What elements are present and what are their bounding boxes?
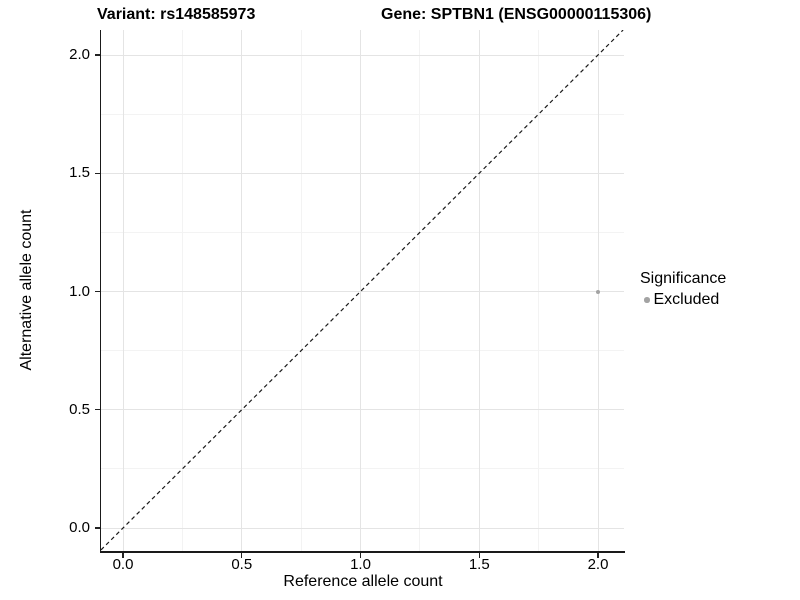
x-axis-line [99, 551, 625, 553]
gridline-minor-y [101, 231, 624, 233]
x-tick-label: 2.0 [587, 556, 609, 573]
y-tick-label: 1.5 [69, 164, 90, 182]
y-tick-mark [95, 527, 100, 529]
identity-line [101, 30, 624, 551]
y-tick-mark [95, 409, 100, 411]
gridline-major-y [101, 54, 624, 56]
y-tick-mark [95, 54, 100, 56]
gridline-minor-y [101, 350, 624, 352]
gridline-major-x [360, 30, 361, 551]
x-tick-label: 0.5 [231, 556, 253, 573]
y-axis-line [99, 30, 102, 553]
x-tick-mark [122, 552, 124, 558]
x-tick-label: 1.5 [468, 556, 490, 573]
plot-panel [101, 30, 624, 551]
legend-item-excluded: Excluded [644, 291, 726, 309]
legend: Significance Excluded [640, 269, 726, 309]
x-tick-mark [241, 552, 243, 558]
gridline-minor-x [419, 30, 421, 551]
gridline-major-x [241, 30, 243, 551]
gridline-minor-x [300, 30, 302, 551]
gridline-major-y [101, 172, 624, 174]
gridline-major-y [101, 527, 624, 529]
x-tick-mark [597, 552, 599, 558]
y-tick-mark [95, 172, 100, 174]
y-axis-title: Alternative allele count [18, 209, 35, 371]
x-tick-label: 0.0 [112, 556, 134, 573]
x-tick-mark [359, 552, 362, 558]
gridline-minor-y [101, 113, 624, 115]
y-tick-label: 2.0 [69, 46, 90, 63]
y-tick-label: 1.0 [69, 282, 90, 300]
x-axis-title: Reference allele count [283, 573, 443, 590]
gridline-minor-y [101, 468, 624, 470]
legend-point-icon [644, 297, 650, 303]
x-tick-label: 1.0 [350, 556, 371, 573]
y-tick-label: 0.0 [69, 519, 90, 536]
gridline-major-y [101, 291, 624, 292]
gridline-major-x [478, 30, 480, 551]
legend-title: Significance [640, 270, 727, 287]
gridline-minor-x [538, 30, 540, 551]
data-point [596, 289, 600, 294]
plot-title-variant: Variant: rs148585973 [97, 6, 256, 23]
legend-item-label: Excluded [653, 291, 720, 308]
gridline-minor-x [181, 30, 183, 551]
y-tick-mark [95, 290, 100, 293]
x-tick-mark [478, 552, 480, 558]
gridline-major-y [101, 409, 624, 411]
plot-title-gene: Gene: SPTBN1 (ENSG00000115306) [381, 6, 652, 23]
gridline-major-x [122, 30, 124, 551]
y-tick-label: 0.5 [69, 400, 90, 418]
